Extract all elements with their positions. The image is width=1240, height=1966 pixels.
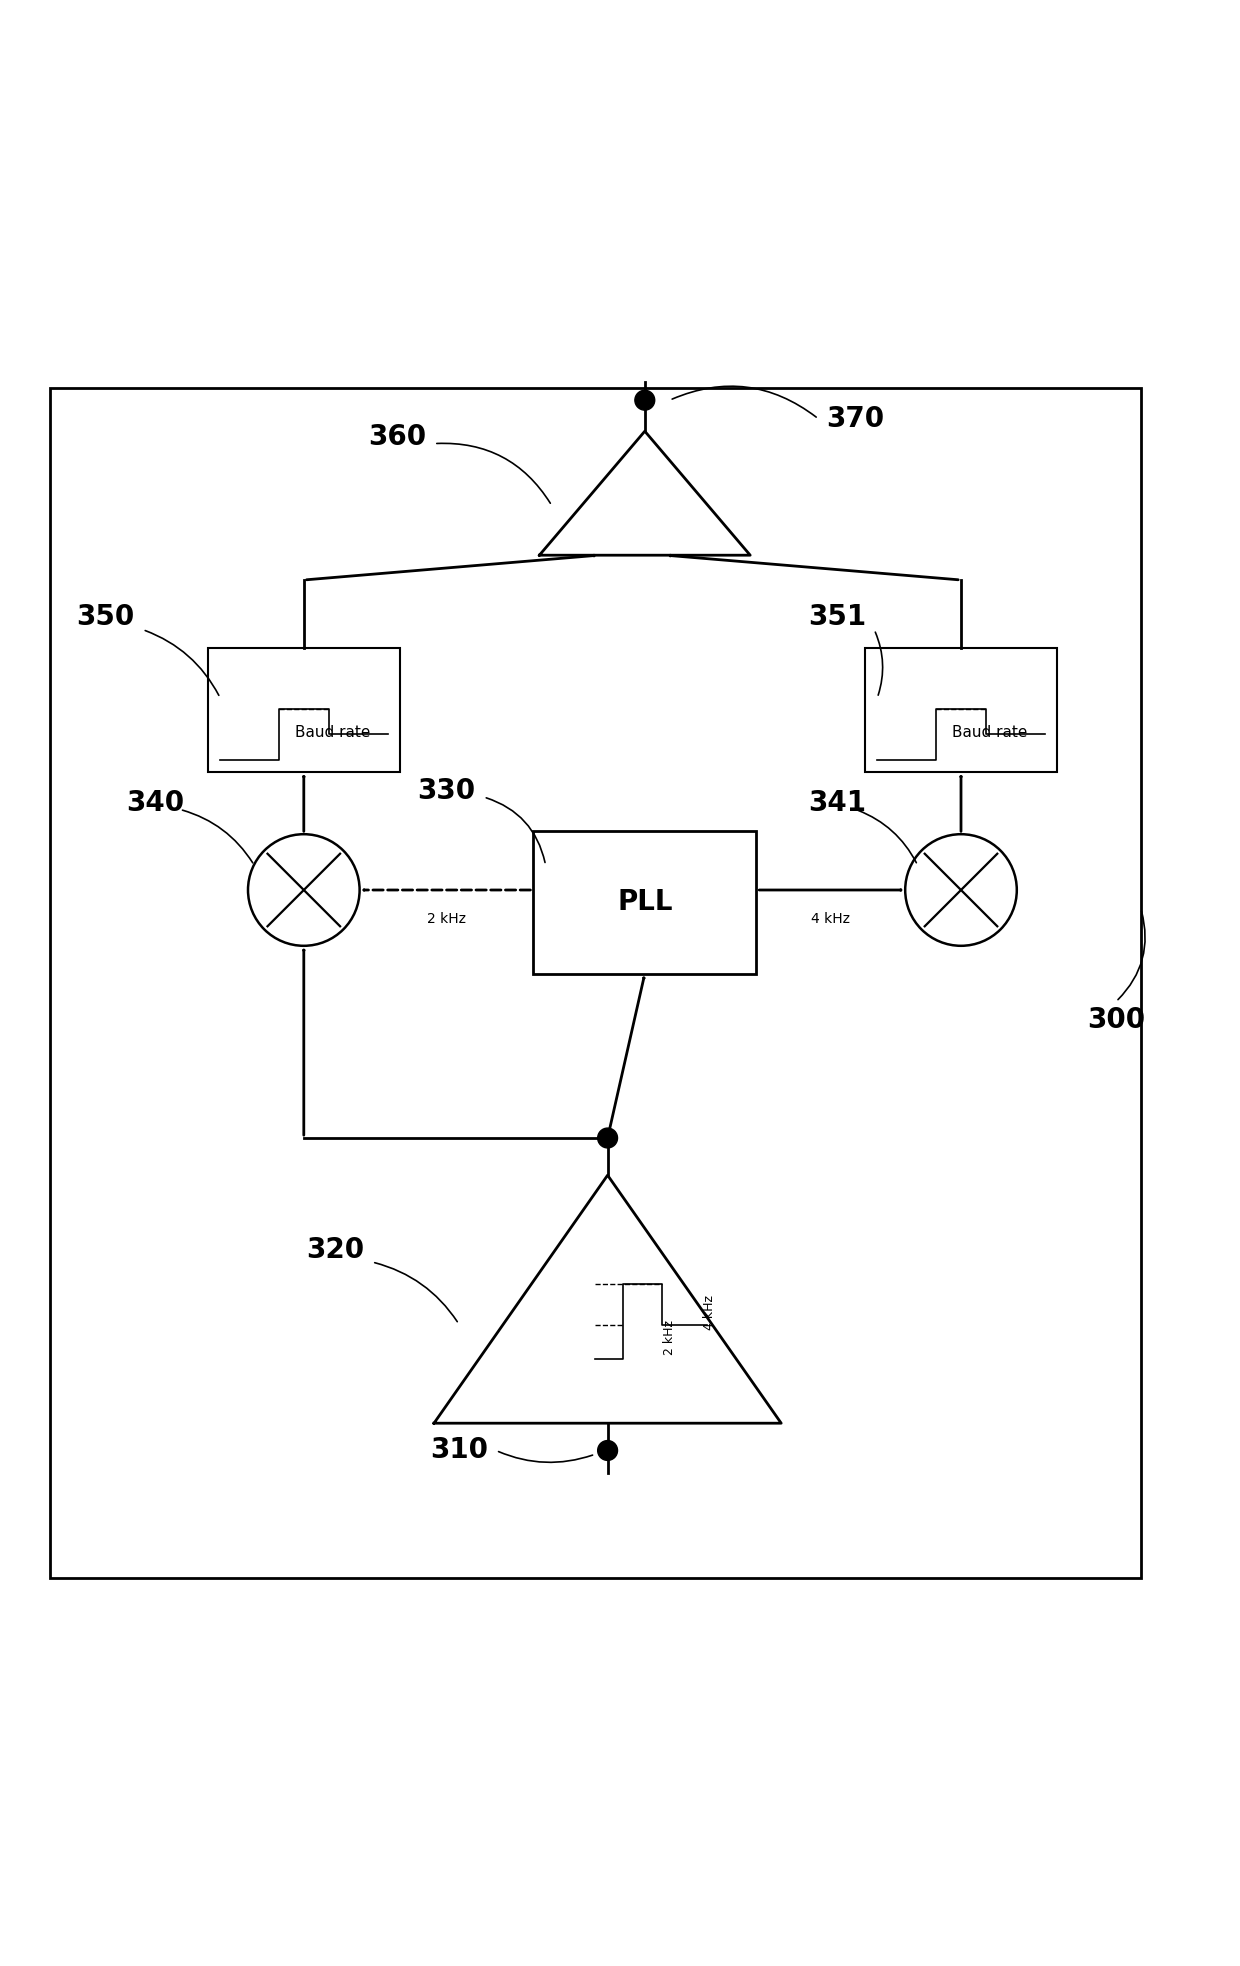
Bar <box>866 649 1056 773</box>
Circle shape <box>635 391 655 411</box>
Text: 351: 351 <box>808 604 866 631</box>
Text: 4 kHz: 4 kHz <box>703 1296 715 1331</box>
FancyBboxPatch shape <box>50 387 1141 1579</box>
Circle shape <box>598 1128 618 1148</box>
Text: 330: 330 <box>418 777 475 804</box>
Text: 340: 340 <box>126 788 184 818</box>
Text: 360: 360 <box>368 423 425 452</box>
Text: 300: 300 <box>1087 1007 1145 1034</box>
Text: PLL: PLL <box>618 889 672 916</box>
Text: 341: 341 <box>808 788 866 818</box>
Text: 310: 310 <box>430 1437 487 1465</box>
Circle shape <box>598 1441 618 1461</box>
Text: 350: 350 <box>77 604 134 631</box>
Bar <box>533 832 756 973</box>
Text: 320: 320 <box>306 1235 363 1264</box>
Text: Baud rate: Baud rate <box>295 725 371 739</box>
Text: 2 kHz: 2 kHz <box>427 912 466 926</box>
Text: 2 kHz: 2 kHz <box>663 1319 676 1355</box>
Bar <box>207 649 399 773</box>
Text: 4 kHz: 4 kHz <box>811 912 851 926</box>
Text: Baud rate: Baud rate <box>952 725 1028 739</box>
Text: 370: 370 <box>827 405 884 433</box>
